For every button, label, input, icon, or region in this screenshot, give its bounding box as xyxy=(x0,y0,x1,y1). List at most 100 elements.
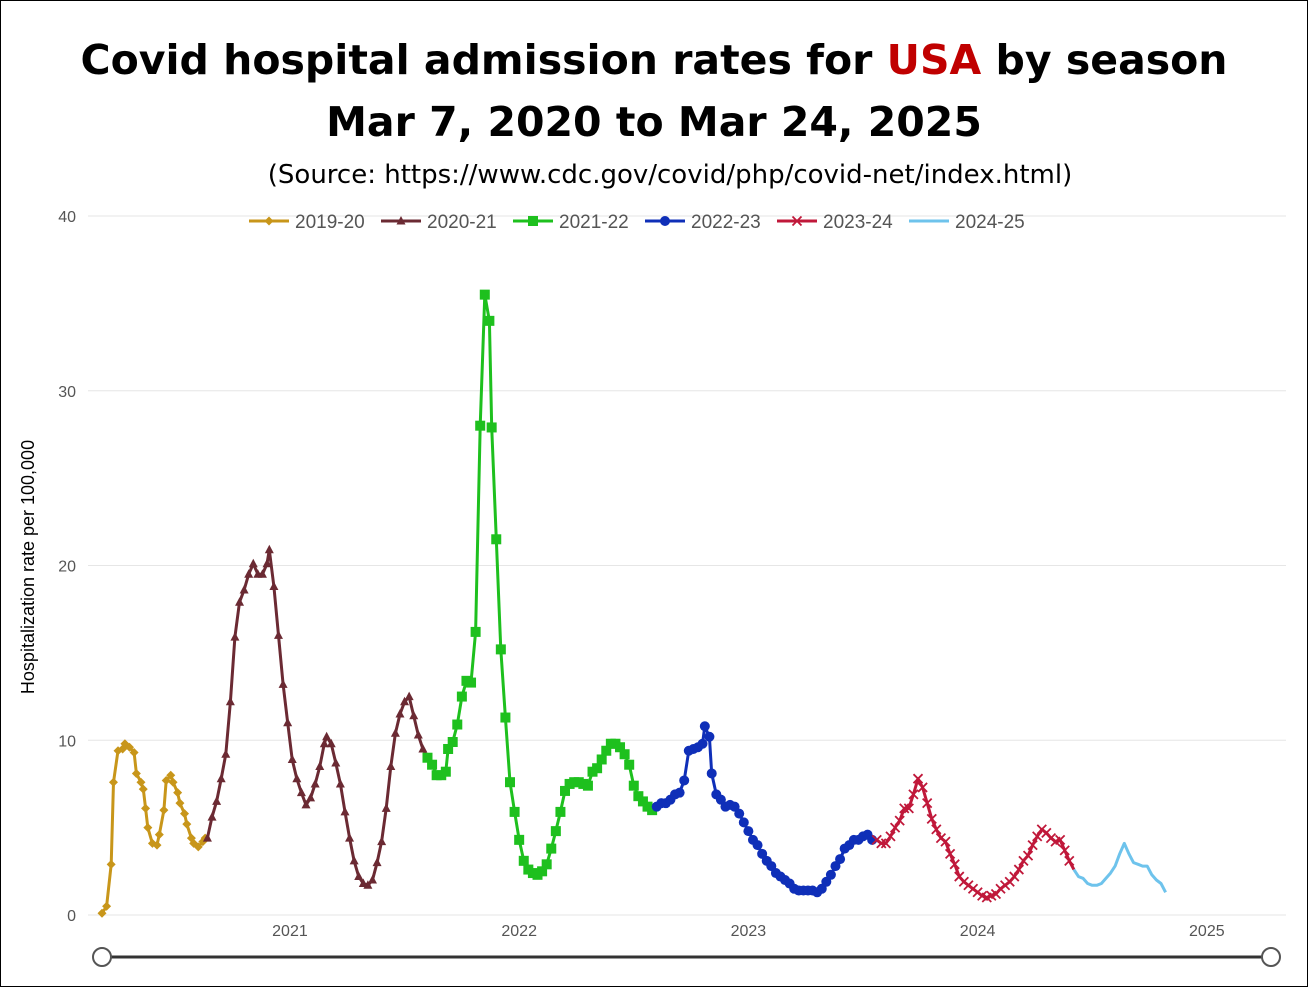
series-line-2019-20 xyxy=(100,742,208,915)
data-point-2019-20-15 xyxy=(152,840,162,850)
data-point-2019-20-0 xyxy=(97,908,107,918)
data-point-2020-21-29 xyxy=(331,757,341,767)
data-point-2021-22-18 xyxy=(500,712,511,723)
data-point-2023-24-15 xyxy=(940,836,951,847)
data-point-2023-24-33 xyxy=(1022,850,1034,861)
data-point-2020-21-20 xyxy=(292,773,302,783)
data-point-2019-20-18 xyxy=(161,775,171,785)
legend-label-2023-24: 2023-24 xyxy=(823,212,893,233)
data-point-2020-21-44 xyxy=(400,696,410,706)
data-point-2021-22-21 xyxy=(514,834,525,845)
data-point-2020-21-25 xyxy=(315,761,325,770)
y-axis-ticks: 0 10 20 30 40 xyxy=(58,209,76,925)
legend-label-2022-23: 2022-23 xyxy=(691,212,761,233)
data-point-2021-22-20 xyxy=(509,806,520,817)
series-2024-25 xyxy=(1072,841,1167,893)
data-point-2022-23-11 xyxy=(699,721,710,732)
data-point-2020-21-12 xyxy=(257,569,267,578)
chart-title-line2: Mar 7, 2020 to Mar 24, 2025 xyxy=(326,98,982,146)
data-point-2020-21-21 xyxy=(296,787,306,797)
data-point-2023-24-16 xyxy=(944,848,956,859)
data-point-2023-24-7 xyxy=(903,803,914,814)
data-point-2021-22-1 xyxy=(427,759,438,770)
data-point-2020-21-28 xyxy=(326,738,336,748)
data-point-2021-22-47 xyxy=(633,791,644,802)
range-slider[interactable] xyxy=(92,947,1281,967)
data-point-2020-21-39 xyxy=(377,836,387,846)
data-point-2023-24-4 xyxy=(889,822,901,833)
range-slider-right-handle[interactable] xyxy=(1261,947,1281,967)
data-point-2021-22-48 xyxy=(637,796,648,807)
data-point-2019-20-9 xyxy=(131,768,141,778)
chart-source-note: (Source: https://www.cdc.gov/covid/php/c… xyxy=(267,160,1073,190)
data-point-2019-20-2 xyxy=(106,859,116,869)
data-point-2020-21-37 xyxy=(367,875,377,884)
data-point-2022-23-23 xyxy=(752,840,763,851)
data-point-2021-22-10 xyxy=(466,677,477,688)
data-point-2020-21-3 xyxy=(216,773,226,783)
data-point-2020-21-46 xyxy=(409,710,419,720)
data-point-2020-21-48 xyxy=(418,743,428,753)
legend-label-2019-20: 2019-20 xyxy=(295,212,365,233)
data-point-2021-22-27 xyxy=(541,859,552,870)
data-point-2020-21-26 xyxy=(319,738,329,748)
data-point-2020-21-47 xyxy=(413,730,423,739)
data-point-2019-20-17 xyxy=(159,805,169,815)
series-line-2024-25 xyxy=(1072,841,1167,893)
data-point-2023-24-34 xyxy=(1027,839,1038,851)
data-point-2020-21-42 xyxy=(390,728,400,737)
data-point-2020-21-43 xyxy=(395,709,405,718)
data-point-2020-21-24 xyxy=(310,778,320,788)
data-point-2019-20-27 xyxy=(193,842,203,852)
data-point-2022-23-19 xyxy=(734,808,745,819)
series-2023-24 xyxy=(871,773,1076,903)
legend-marker-2020-21 xyxy=(396,216,406,225)
data-point-2020-21-0 xyxy=(202,833,212,842)
data-point-2020-21-8 xyxy=(239,584,249,594)
y-tick-label-30: 30 xyxy=(58,384,76,401)
data-point-2019-20-23 xyxy=(180,809,190,819)
gridlines xyxy=(88,215,1286,916)
data-point-2020-21-6 xyxy=(230,632,240,641)
data-point-2019-20-1 xyxy=(102,901,112,911)
y-tick-label-10: 10 xyxy=(58,733,76,750)
data-point-2023-24-30 xyxy=(1009,871,1020,882)
title-prefix: Covid hospital admission rates for xyxy=(80,36,887,84)
data-point-2020-21-36 xyxy=(363,880,373,889)
data-point-2021-22-14 xyxy=(484,315,495,326)
data-point-2019-20-3 xyxy=(108,777,118,787)
data-point-2021-22-40 xyxy=(601,745,612,756)
data-point-2020-21-9 xyxy=(244,569,254,578)
data-point-2023-24-42 xyxy=(1064,855,1075,866)
data-point-2020-21-5 xyxy=(225,696,235,706)
data-point-2020-21-33 xyxy=(349,855,359,865)
series-line-2021-22 xyxy=(426,293,658,877)
data-point-2023-24-6 xyxy=(899,803,910,814)
data-point-2023-24-9 xyxy=(912,773,924,784)
title-suffix: by season xyxy=(981,36,1228,84)
data-point-2019-20-20 xyxy=(168,777,178,787)
data-point-2020-21-10 xyxy=(248,558,258,568)
data-point-2021-22-46 xyxy=(628,780,639,791)
data-point-2020-21-32 xyxy=(345,833,355,842)
y-tick-label-40: 40 xyxy=(58,209,76,226)
legend-marker-2023-24 xyxy=(791,215,803,227)
data-point-2021-22-4 xyxy=(440,766,451,777)
data-point-2023-24-12 xyxy=(926,813,937,825)
data-point-2023-24-3 xyxy=(885,831,896,842)
x-tick-label-2024: 2024 xyxy=(960,923,996,940)
data-point-2021-22-13 xyxy=(479,289,490,300)
data-point-2023-24-35 xyxy=(1032,831,1043,842)
range-slider-left-handle[interactable] xyxy=(92,947,112,967)
data-point-2020-21-7 xyxy=(235,597,245,606)
data-point-2023-24-5 xyxy=(894,815,905,826)
data-point-2020-21-31 xyxy=(340,806,350,816)
data-point-2023-24-8 xyxy=(908,789,919,800)
y-tick-label-20: 20 xyxy=(58,559,76,576)
data-point-2021-22-30 xyxy=(555,806,566,817)
data-point-2021-22-31 xyxy=(560,785,571,796)
y-axis-label: Hospitalization rate per 100,000 xyxy=(18,440,38,694)
data-point-2021-22-39 xyxy=(596,754,607,765)
data-point-2020-21-16 xyxy=(273,630,283,639)
